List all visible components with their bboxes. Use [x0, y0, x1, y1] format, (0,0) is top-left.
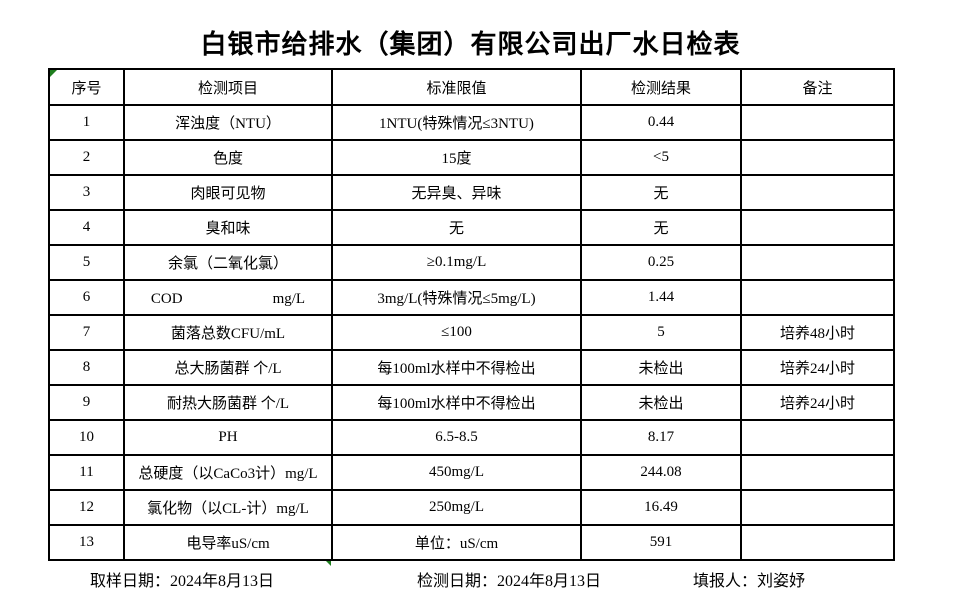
cell-remark: 培养48小时 [740, 314, 895, 351]
cell-remark [740, 279, 895, 316]
table-row: 10 PH 6.5-8.5 8.17 [48, 419, 895, 456]
water-quality-table: 序号 检测项目 标准限值 检测结果 备注 1 浑浊度（NTU） 1NTU(特殊情… [48, 68, 895, 561]
cell-remark [740, 209, 895, 246]
cell-item: 色度 [123, 139, 333, 176]
cell-result: 591 [580, 524, 742, 561]
cell-result: 0.44 [580, 104, 742, 141]
page-title: 白银市给排水（集团）有限公司出厂水日检表 [200, 30, 741, 59]
table-row: 2 色度 15度 <5 [48, 139, 895, 176]
cell-result: 未检出 [580, 384, 742, 421]
cell-limit: 450mg/L [331, 454, 582, 491]
cell-limit: 单位：uS/cm [331, 524, 582, 561]
table-row: 11 总硬度（以CaCo3计）mg/L 450mg/L 244.08 [48, 454, 895, 491]
header-no: 序号 [48, 68, 125, 106]
cell-limit: 每100ml水样中不得检出 [331, 384, 582, 421]
cell-no: 10 [48, 419, 125, 456]
cell-no: 8 [48, 349, 125, 386]
cell-remark: 培养24小时 [740, 349, 895, 386]
cell-limit: 250mg/L [331, 489, 582, 526]
table-row: 13 电导率uS/cm 单位：uS/cm 591 [48, 524, 895, 561]
table-row: 9 耐热大肠菌群 个/L 每100ml水样中不得检出 未检出 培养24小时 [48, 384, 895, 421]
reporter-name: 填报人：刘姿妤 [693, 573, 806, 590]
cell-item: 浑浊度（NTU） [123, 104, 333, 141]
cell-remark [740, 139, 895, 176]
cell-result: 无 [580, 174, 742, 211]
cell-limit: 3mg/L(特殊情况≤5mg/L) [331, 279, 582, 316]
cell-limit: 无 [331, 209, 582, 246]
cell-limit: 6.5-8.5 [331, 419, 582, 456]
excel-marker-icon [324, 559, 331, 566]
cell-result: 244.08 [580, 454, 742, 491]
cell-result: 5 [580, 314, 742, 351]
cell-remark [740, 244, 895, 281]
table-row: 12 氯化物（以CL-计）mg/L 250mg/L 16.49 [48, 489, 895, 526]
cell-no: 11 [48, 454, 125, 491]
table-row: 3 肉眼可见物 无异臭、异味 无 [48, 174, 895, 211]
cell-item: 耐热大肠菌群 个/L [123, 384, 333, 421]
cell-item: 总大肠菌群 个/L [123, 349, 333, 386]
cell-limit: 1NTU(特殊情况≤3NTU) [331, 104, 582, 141]
cell-limit: ≤100 [331, 314, 582, 351]
cell-remark [740, 104, 895, 141]
cell-no: 13 [48, 524, 125, 561]
table-row: 6 COD mg/L 3mg/L(特殊情况≤5mg/L) 1.44 [48, 279, 895, 316]
cell-remark [740, 489, 895, 526]
cell-result: 8.17 [580, 419, 742, 456]
cell-limit: 每100ml水样中不得检出 [331, 349, 582, 386]
table-row: 5 余氯（二氧化氯） ≥0.1mg/L 0.25 [48, 244, 895, 281]
sampling-date: 取样日期：2024年8月13日 [90, 573, 275, 590]
cell-result: 1.44 [580, 279, 742, 316]
cell-item: 氯化物（以CL-计）mg/L [123, 489, 333, 526]
cell-item: 肉眼可见物 [123, 174, 333, 211]
cell-result: 无 [580, 209, 742, 246]
header-remark: 备注 [740, 68, 895, 106]
cell-item: 臭和味 [123, 209, 333, 246]
cell-result: <5 [580, 139, 742, 176]
cell-no: 9 [48, 384, 125, 421]
cell-remark [740, 454, 895, 491]
test-date: 检测日期：2024年8月13日 [417, 573, 602, 590]
cell-item: 菌落总数CFU/mL [123, 314, 333, 351]
cell-result: 16.49 [580, 489, 742, 526]
cell-item: COD mg/L [123, 279, 333, 316]
cell-item: 总硬度（以CaCo3计）mg/L [123, 454, 333, 491]
header-limit: 标准限值 [331, 68, 582, 106]
cell-limit: ≥0.1mg/L [331, 244, 582, 281]
table-row: 7 菌落总数CFU/mL ≤100 5 培养48小时 [48, 314, 895, 351]
cell-limit: 15度 [331, 139, 582, 176]
cell-remark [740, 524, 895, 561]
cell-no: 5 [48, 244, 125, 281]
cell-no: 12 [48, 489, 125, 526]
cell-remark: 培养24小时 [740, 384, 895, 421]
header-result: 检测结果 [580, 68, 742, 106]
table-header-row: 序号 检测项目 标准限值 检测结果 备注 [48, 68, 895, 106]
cell-item: PH [123, 419, 333, 456]
table-row: 1 浑浊度（NTU） 1NTU(特殊情况≤3NTU) 0.44 [48, 104, 895, 141]
cell-no: 4 [48, 209, 125, 246]
cell-no: 6 [48, 279, 125, 316]
cell-limit: 无异臭、异味 [331, 174, 582, 211]
cell-no: 7 [48, 314, 125, 351]
table-row: 8 总大肠菌群 个/L 每100ml水样中不得检出 未检出 培养24小时 [48, 349, 895, 386]
header-item: 检测项目 [123, 68, 333, 106]
cell-result: 0.25 [580, 244, 742, 281]
cell-no: 2 [48, 139, 125, 176]
cell-item: 余氯（二氧化氯） [123, 244, 333, 281]
cell-remark [740, 419, 895, 456]
cell-item: 电导率uS/cm [123, 524, 333, 561]
cell-remark [740, 174, 895, 211]
cell-no: 3 [48, 174, 125, 211]
table-row: 4 臭和味 无 无 [48, 209, 895, 246]
cell-result: 未检出 [580, 349, 742, 386]
cell-no: 1 [48, 104, 125, 141]
